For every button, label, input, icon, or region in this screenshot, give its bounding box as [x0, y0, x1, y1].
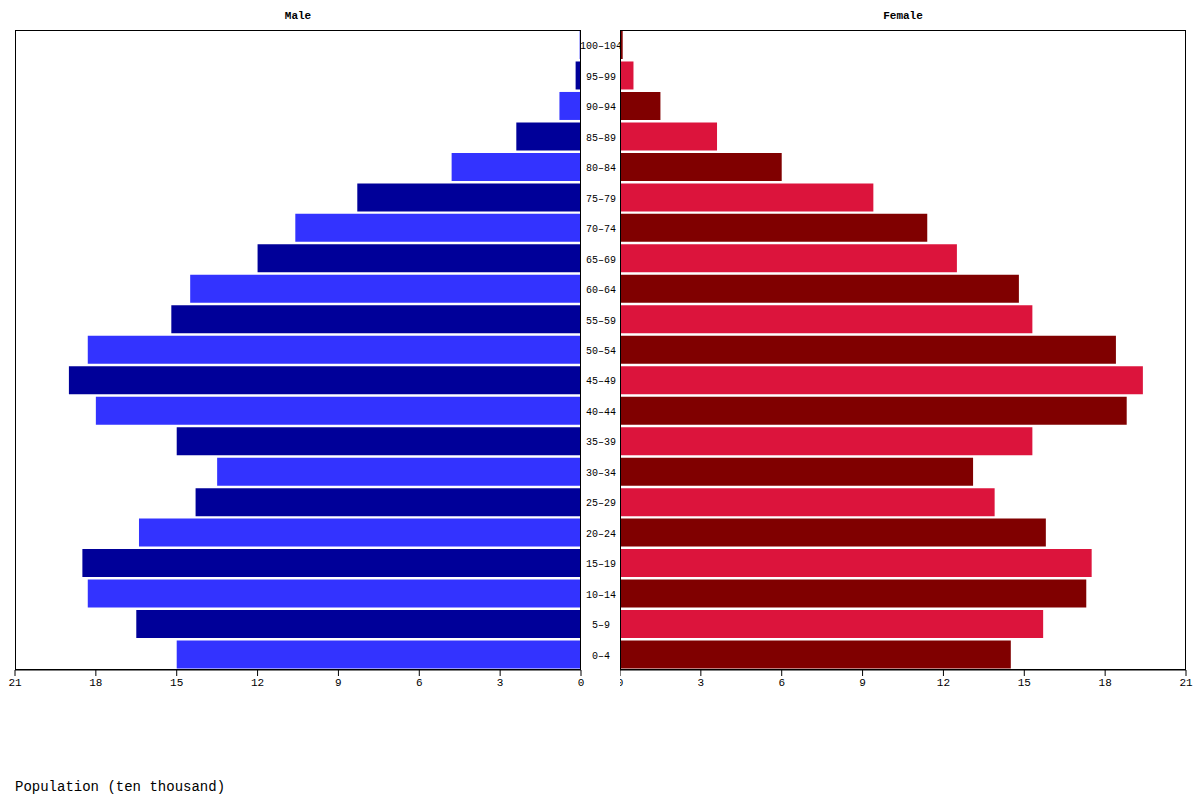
svg-text:21: 21 — [1179, 677, 1192, 689]
svg-text:85–89: 85–89 — [586, 133, 616, 144]
svg-text:95–99: 95–99 — [586, 72, 616, 83]
svg-text:0: 0 — [578, 677, 585, 689]
svg-text:70–74: 70–74 — [586, 224, 616, 235]
svg-text:15: 15 — [170, 677, 183, 689]
svg-text:9: 9 — [335, 677, 342, 689]
svg-text:55–59: 55–59 — [586, 316, 616, 327]
svg-text:10–14: 10–14 — [586, 590, 616, 601]
svg-text:12: 12 — [251, 677, 264, 689]
svg-text:75–79: 75–79 — [586, 194, 616, 205]
svg-text:12: 12 — [937, 677, 950, 689]
svg-text:60–64: 60–64 — [586, 285, 616, 296]
svg-text:18: 18 — [1099, 677, 1112, 689]
html-text:Female: Female — [883, 10, 923, 22]
svg-text:3: 3 — [497, 677, 504, 689]
html-text:Population (ten thousand): Population (ten thousand) — [15, 779, 225, 795]
svg-text:15–19: 15–19 — [586, 559, 616, 570]
svg-text:21: 21 — [8, 677, 22, 689]
svg-text:80–84: 80–84 — [586, 163, 616, 174]
svg-text:100–104: 100–104 — [580, 41, 620, 52]
svg-text:9: 9 — [859, 677, 866, 689]
svg-text:20–24: 20–24 — [586, 529, 616, 540]
svg-text:6: 6 — [416, 677, 423, 689]
svg-text:65–69: 65–69 — [586, 255, 616, 266]
svg-text:35–39: 35–39 — [586, 437, 616, 448]
svg-text:6: 6 — [778, 677, 785, 689]
svg-text:5–9: 5–9 — [592, 620, 610, 631]
svg-text:3: 3 — [698, 677, 705, 689]
svg-text:25–29: 25–29 — [586, 498, 616, 509]
svg-text:40–44: 40–44 — [586, 407, 616, 418]
svg-text:0–4: 0–4 — [592, 651, 610, 662]
svg-text:15: 15 — [1018, 677, 1031, 689]
svg-text:18: 18 — [89, 677, 102, 689]
svg-text:30–34: 30–34 — [586, 468, 616, 479]
svg-text:50–54: 50–54 — [586, 346, 616, 357]
svg-text:90–94: 90–94 — [586, 102, 616, 113]
html-text:Male: Male — [284, 10, 312, 22]
svg-text:45–49: 45–49 — [586, 376, 616, 387]
svg-text:0: 0 — [620, 677, 623, 689]
